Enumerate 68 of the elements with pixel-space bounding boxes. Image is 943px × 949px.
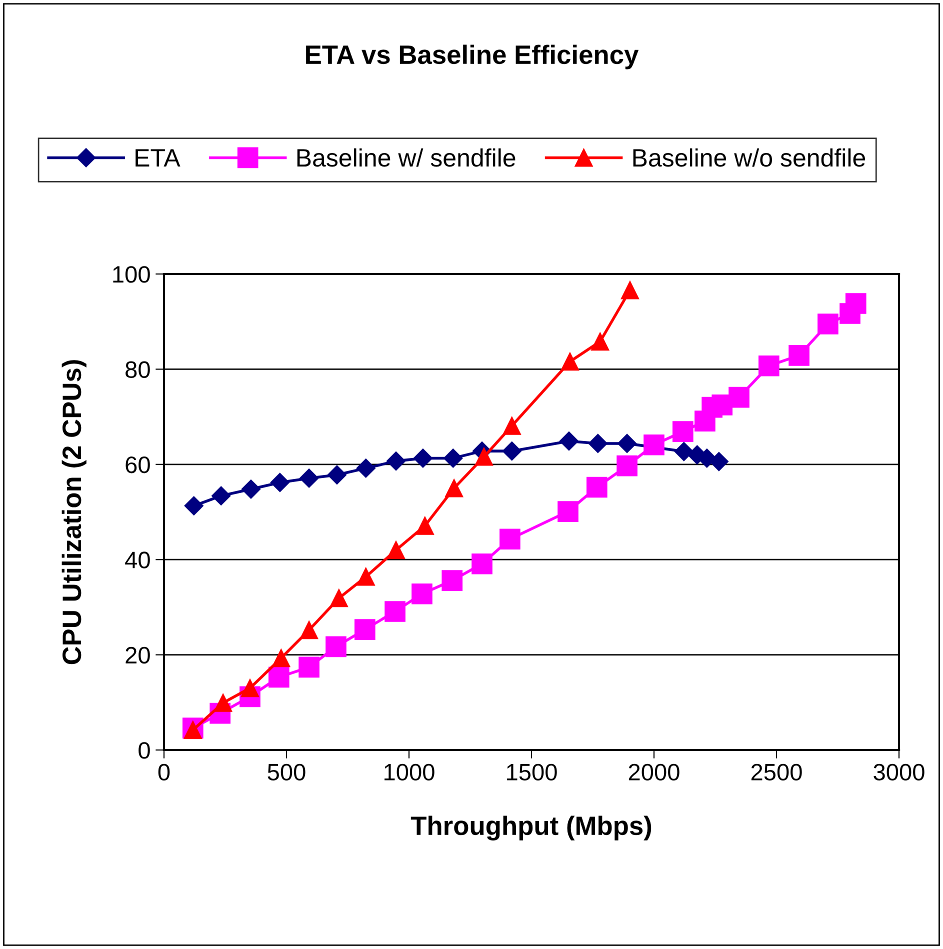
point <box>298 656 320 678</box>
x-axis-title: Throughput (Mbps) <box>410 816 652 840</box>
point <box>412 583 432 604</box>
legend-label: ETA <box>136 149 180 166</box>
point <box>472 553 492 574</box>
point <box>620 281 640 300</box>
x-tick-label: 0 <box>158 764 170 781</box>
point <box>416 516 434 535</box>
point <box>674 442 694 462</box>
point <box>709 452 728 472</box>
point <box>445 479 464 498</box>
y-axis-title: CPU Utilization (2 CPUs) <box>62 360 86 664</box>
y-tick-label: 20 <box>126 646 150 664</box>
point <box>591 332 610 351</box>
point <box>354 619 376 640</box>
point <box>788 344 810 366</box>
point <box>560 352 579 371</box>
x-tick-label: 2000 <box>628 764 680 781</box>
point <box>444 448 463 468</box>
point <box>502 442 522 461</box>
point <box>326 636 346 658</box>
point <box>413 448 432 468</box>
point <box>356 568 375 586</box>
y-tick-label: 0 <box>138 742 150 759</box>
point <box>241 480 261 499</box>
point <box>386 541 406 560</box>
x-tick-label: 1500 <box>507 764 557 781</box>
point <box>270 472 290 492</box>
point <box>268 666 290 688</box>
point <box>500 528 520 550</box>
point <box>558 501 578 522</box>
x-tick-label: 3000 <box>874 764 924 781</box>
point <box>818 314 838 334</box>
point <box>184 496 204 516</box>
point <box>300 621 318 640</box>
point <box>586 476 608 498</box>
point <box>474 448 493 466</box>
y-tick-label: 60 <box>126 456 150 474</box>
point <box>330 589 348 608</box>
point <box>356 458 376 478</box>
y-tick-label: 40 <box>125 552 150 568</box>
x-tick-label: 2500 <box>751 764 802 781</box>
point <box>384 601 406 622</box>
x-tick-label: 500 <box>268 764 306 781</box>
point <box>300 468 319 488</box>
point <box>386 452 406 471</box>
point <box>618 434 637 453</box>
point <box>672 421 694 442</box>
point <box>758 355 780 376</box>
point <box>214 694 232 712</box>
point <box>644 434 664 456</box>
point <box>845 293 866 314</box>
legend-label: Baseline w/ sendfile <box>297 148 516 167</box>
point <box>588 434 608 453</box>
legend-label: Baseline w/o sendfile <box>633 148 866 167</box>
point <box>272 649 290 668</box>
point <box>212 486 231 506</box>
x-tick-label: 1000 <box>384 764 434 781</box>
y-tick-label: 80 <box>126 361 150 378</box>
point <box>327 465 347 484</box>
point <box>502 416 521 435</box>
point <box>728 386 750 408</box>
chart-title: ETA vs Baseline Efficiency <box>306 44 639 70</box>
point <box>616 455 638 476</box>
point <box>240 679 260 698</box>
y-tick-label: 100 <box>113 266 150 283</box>
point <box>442 570 463 591</box>
point <box>559 432 579 451</box>
